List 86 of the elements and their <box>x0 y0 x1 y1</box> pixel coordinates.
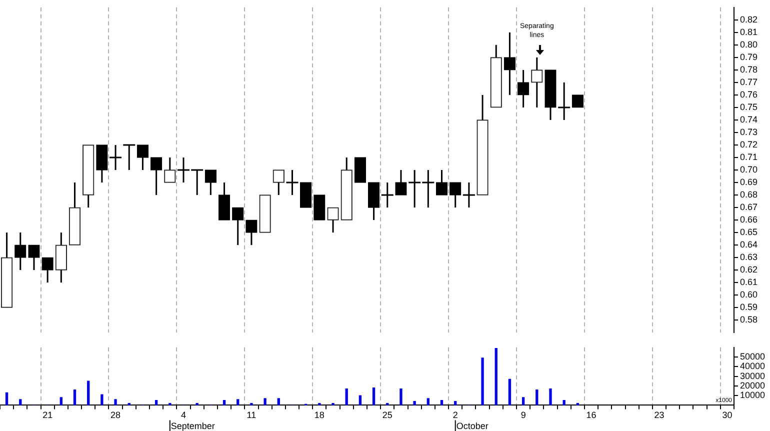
bar <box>73 389 76 406</box>
candlestick <box>380 182 394 208</box>
y-tick-label: 0.76 <box>740 89 758 100</box>
bar <box>264 398 266 406</box>
y-tick-label: 0.69 <box>740 176 758 187</box>
bar <box>426 398 430 406</box>
bar <box>222 400 226 406</box>
y-tick-label: 0.79 <box>740 52 758 62</box>
candlestick <box>14 232 26 271</box>
y-tick-label: 0.66 <box>740 214 758 225</box>
x-tick-label: 16 <box>586 410 596 420</box>
y-tick-label: 0.82 <box>740 14 758 24</box>
y-tick-label: 40000 <box>740 361 766 372</box>
bar <box>114 399 117 406</box>
y-tick-label: 0.62 <box>740 264 758 275</box>
x-tick-label: 21 <box>42 410 53 420</box>
bar <box>549 388 552 406</box>
bar <box>400 388 402 406</box>
y-tick-label: 30000 <box>740 370 766 381</box>
bar <box>100 394 104 406</box>
y-tick-label: 0.72 <box>740 139 758 150</box>
candlestick <box>55 232 67 284</box>
bar <box>236 399 240 406</box>
bar <box>413 401 416 406</box>
text: September <box>170 420 215 431</box>
y-tick-label: 0.64 <box>740 240 758 250</box>
candlestick <box>96 144 108 184</box>
y-tick-label: 0.59 <box>740 302 758 312</box>
bar <box>250 402 253 406</box>
y-tick-label: 0.71 <box>740 152 758 162</box>
text: October <box>456 420 488 431</box>
y-tick-label: 10000 <box>740 390 766 400</box>
y-tick-label: 0.81 <box>740 26 758 37</box>
bar <box>481 358 484 406</box>
y-tick-label: 0.73 <box>740 126 758 137</box>
y-tick-label: 0.77 <box>740 76 758 87</box>
bar <box>19 399 22 406</box>
bar <box>372 388 376 406</box>
bar <box>87 380 90 406</box>
candlestick <box>531 56 543 108</box>
y-tick-label: 0.75 <box>740 102 758 112</box>
y-tick-label: 0.58 <box>740 314 758 325</box>
bar <box>358 395 362 406</box>
y-tick-label: 0.67 <box>740 202 758 212</box>
bar <box>318 402 321 406</box>
x-tick-label: 18 <box>314 410 324 420</box>
candlestick <box>108 144 122 171</box>
y-tick-label: 0.60 <box>740 290 758 300</box>
x-tick-label: 25 <box>382 410 392 420</box>
candlestick <box>368 182 380 221</box>
bar <box>562 400 566 406</box>
x-tick-label: 2 <box>452 410 458 420</box>
y-tick-label: 0.78 <box>740 64 758 74</box>
x-tick-label: 11 <box>246 410 256 420</box>
candlestick <box>504 32 516 96</box>
bar <box>508 378 512 406</box>
x-tick-label: 28 <box>110 410 121 420</box>
bar <box>5 392 8 406</box>
bar <box>494 348 498 406</box>
candlestick <box>122 144 136 171</box>
y-tick-label: 0.63 <box>740 252 758 262</box>
y-tick-label: 0.70 <box>740 164 758 174</box>
bar <box>277 398 280 406</box>
bar <box>332 402 334 406</box>
y-tick-label: 20000 <box>740 380 766 390</box>
bar <box>345 388 348 406</box>
x-tick-label: 9 <box>520 410 526 420</box>
x-tick-label: 4 <box>180 410 186 420</box>
y-tick-label: 0.65 <box>740 227 758 238</box>
y-tick-label: 0.74 <box>740 114 758 124</box>
candlestick <box>462 182 476 208</box>
y-tick-label: 0.68 <box>740 190 758 200</box>
y-tick-label: 50000 <box>740 352 766 362</box>
bar <box>440 400 444 406</box>
bar <box>154 400 158 406</box>
bar <box>536 389 538 406</box>
y-tick-label: 0.61 <box>740 277 758 288</box>
candlestick <box>232 206 244 246</box>
x-tick-label: 30 <box>722 410 732 420</box>
candlestick <box>285 169 299 196</box>
x-tick-label: 23 <box>654 410 664 420</box>
candlestick <box>557 82 571 121</box>
bar <box>522 397 525 406</box>
y-tick-label: 0.80 <box>740 39 758 50</box>
candlestick <box>218 182 230 221</box>
bar <box>60 397 62 406</box>
